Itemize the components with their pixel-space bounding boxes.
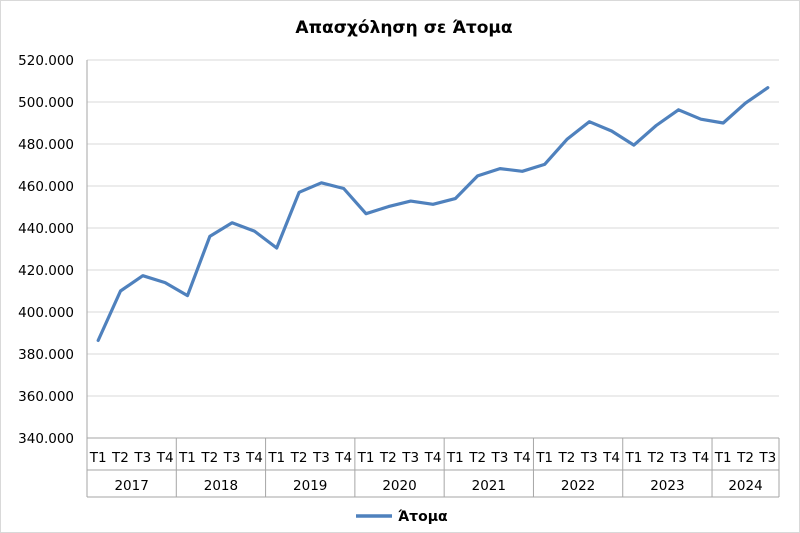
x-tick-label: Τ1 [446, 450, 464, 466]
x-tick-label: Τ4 [424, 450, 442, 466]
y-tick-label: 420.000 [18, 263, 74, 279]
legend: Άτομα [356, 509, 448, 525]
x-tick-label: Τ3 [491, 450, 509, 466]
series-layer [96, 86, 770, 342]
y-tick-label: 380.000 [18, 347, 74, 363]
x-tick-label: Τ1 [624, 450, 642, 466]
x-group-label: 2017 [114, 478, 148, 494]
x-tick-label: Τ4 [156, 450, 174, 466]
x-tick-label: Τ2 [111, 450, 129, 466]
x-tick-label: Τ3 [580, 450, 598, 466]
y-tick-label: 460.000 [18, 179, 74, 195]
x-group-label: 2018 [204, 478, 238, 494]
x-tick-label: Τ2 [200, 450, 218, 466]
x-tick-label: Τ3 [312, 450, 330, 466]
x-tick-label: Τ2 [290, 450, 308, 466]
x-tick-label: Τ3 [401, 450, 419, 466]
x-tick-label: Τ3 [223, 450, 241, 466]
y-tick-label: 480.000 [18, 137, 74, 153]
x-tick-label: Τ2 [736, 450, 754, 466]
x-tick-label: Τ1 [89, 450, 107, 466]
x-tick-label: Τ1 [357, 450, 375, 466]
x-group-label: 2019 [293, 478, 327, 494]
y-axis: 340.000 360.000 380.000 400.000 420.000 440.0… [18, 53, 88, 447]
x-group-label: 2023 [650, 478, 684, 494]
y-tick-label: 440.000 [18, 221, 74, 237]
x-tick-label: Τ1 [714, 450, 732, 466]
x-tick-label: Τ4 [691, 450, 709, 466]
x-group-label: 2022 [561, 478, 595, 494]
gridlines [87, 59, 779, 439]
y-tick-label: 500.000 [18, 95, 74, 111]
x-group-label: 2020 [382, 478, 416, 494]
x-tick-label: Τ2 [558, 450, 576, 466]
x-tick-label: Τ1 [535, 450, 553, 466]
x-tick-label: Τ3 [669, 450, 687, 466]
x-tick-label: Τ4 [245, 450, 263, 466]
series-line [96, 86, 770, 342]
y-tick-label: 340.000 [18, 431, 74, 447]
x-group-label: 2024 [728, 478, 762, 494]
x-tick-label: Τ1 [178, 450, 196, 466]
x-tick-label: Τ2 [468, 450, 486, 466]
x-tick-label: Τ4 [602, 450, 620, 466]
y-tick-label: 400.000 [18, 305, 74, 321]
x-tick-label: Τ4 [513, 450, 531, 466]
x-group-label: 2021 [472, 478, 506, 494]
x-tick-label: Τ2 [379, 450, 397, 466]
y-tick-label: 360.000 [18, 389, 74, 405]
x-tick-label: Τ4 [334, 450, 352, 466]
y-tick-label: 520.000 [18, 53, 74, 69]
chart-title: Απασχόληση σε Άτομα [295, 18, 512, 38]
x-tick-label: Τ3 [133, 450, 151, 466]
x-tick-label: Τ2 [647, 450, 665, 466]
legend-label: Άτομα [398, 509, 448, 525]
x-tick-label: Τ1 [267, 450, 285, 466]
x-tick-label: Τ3 [758, 450, 776, 466]
